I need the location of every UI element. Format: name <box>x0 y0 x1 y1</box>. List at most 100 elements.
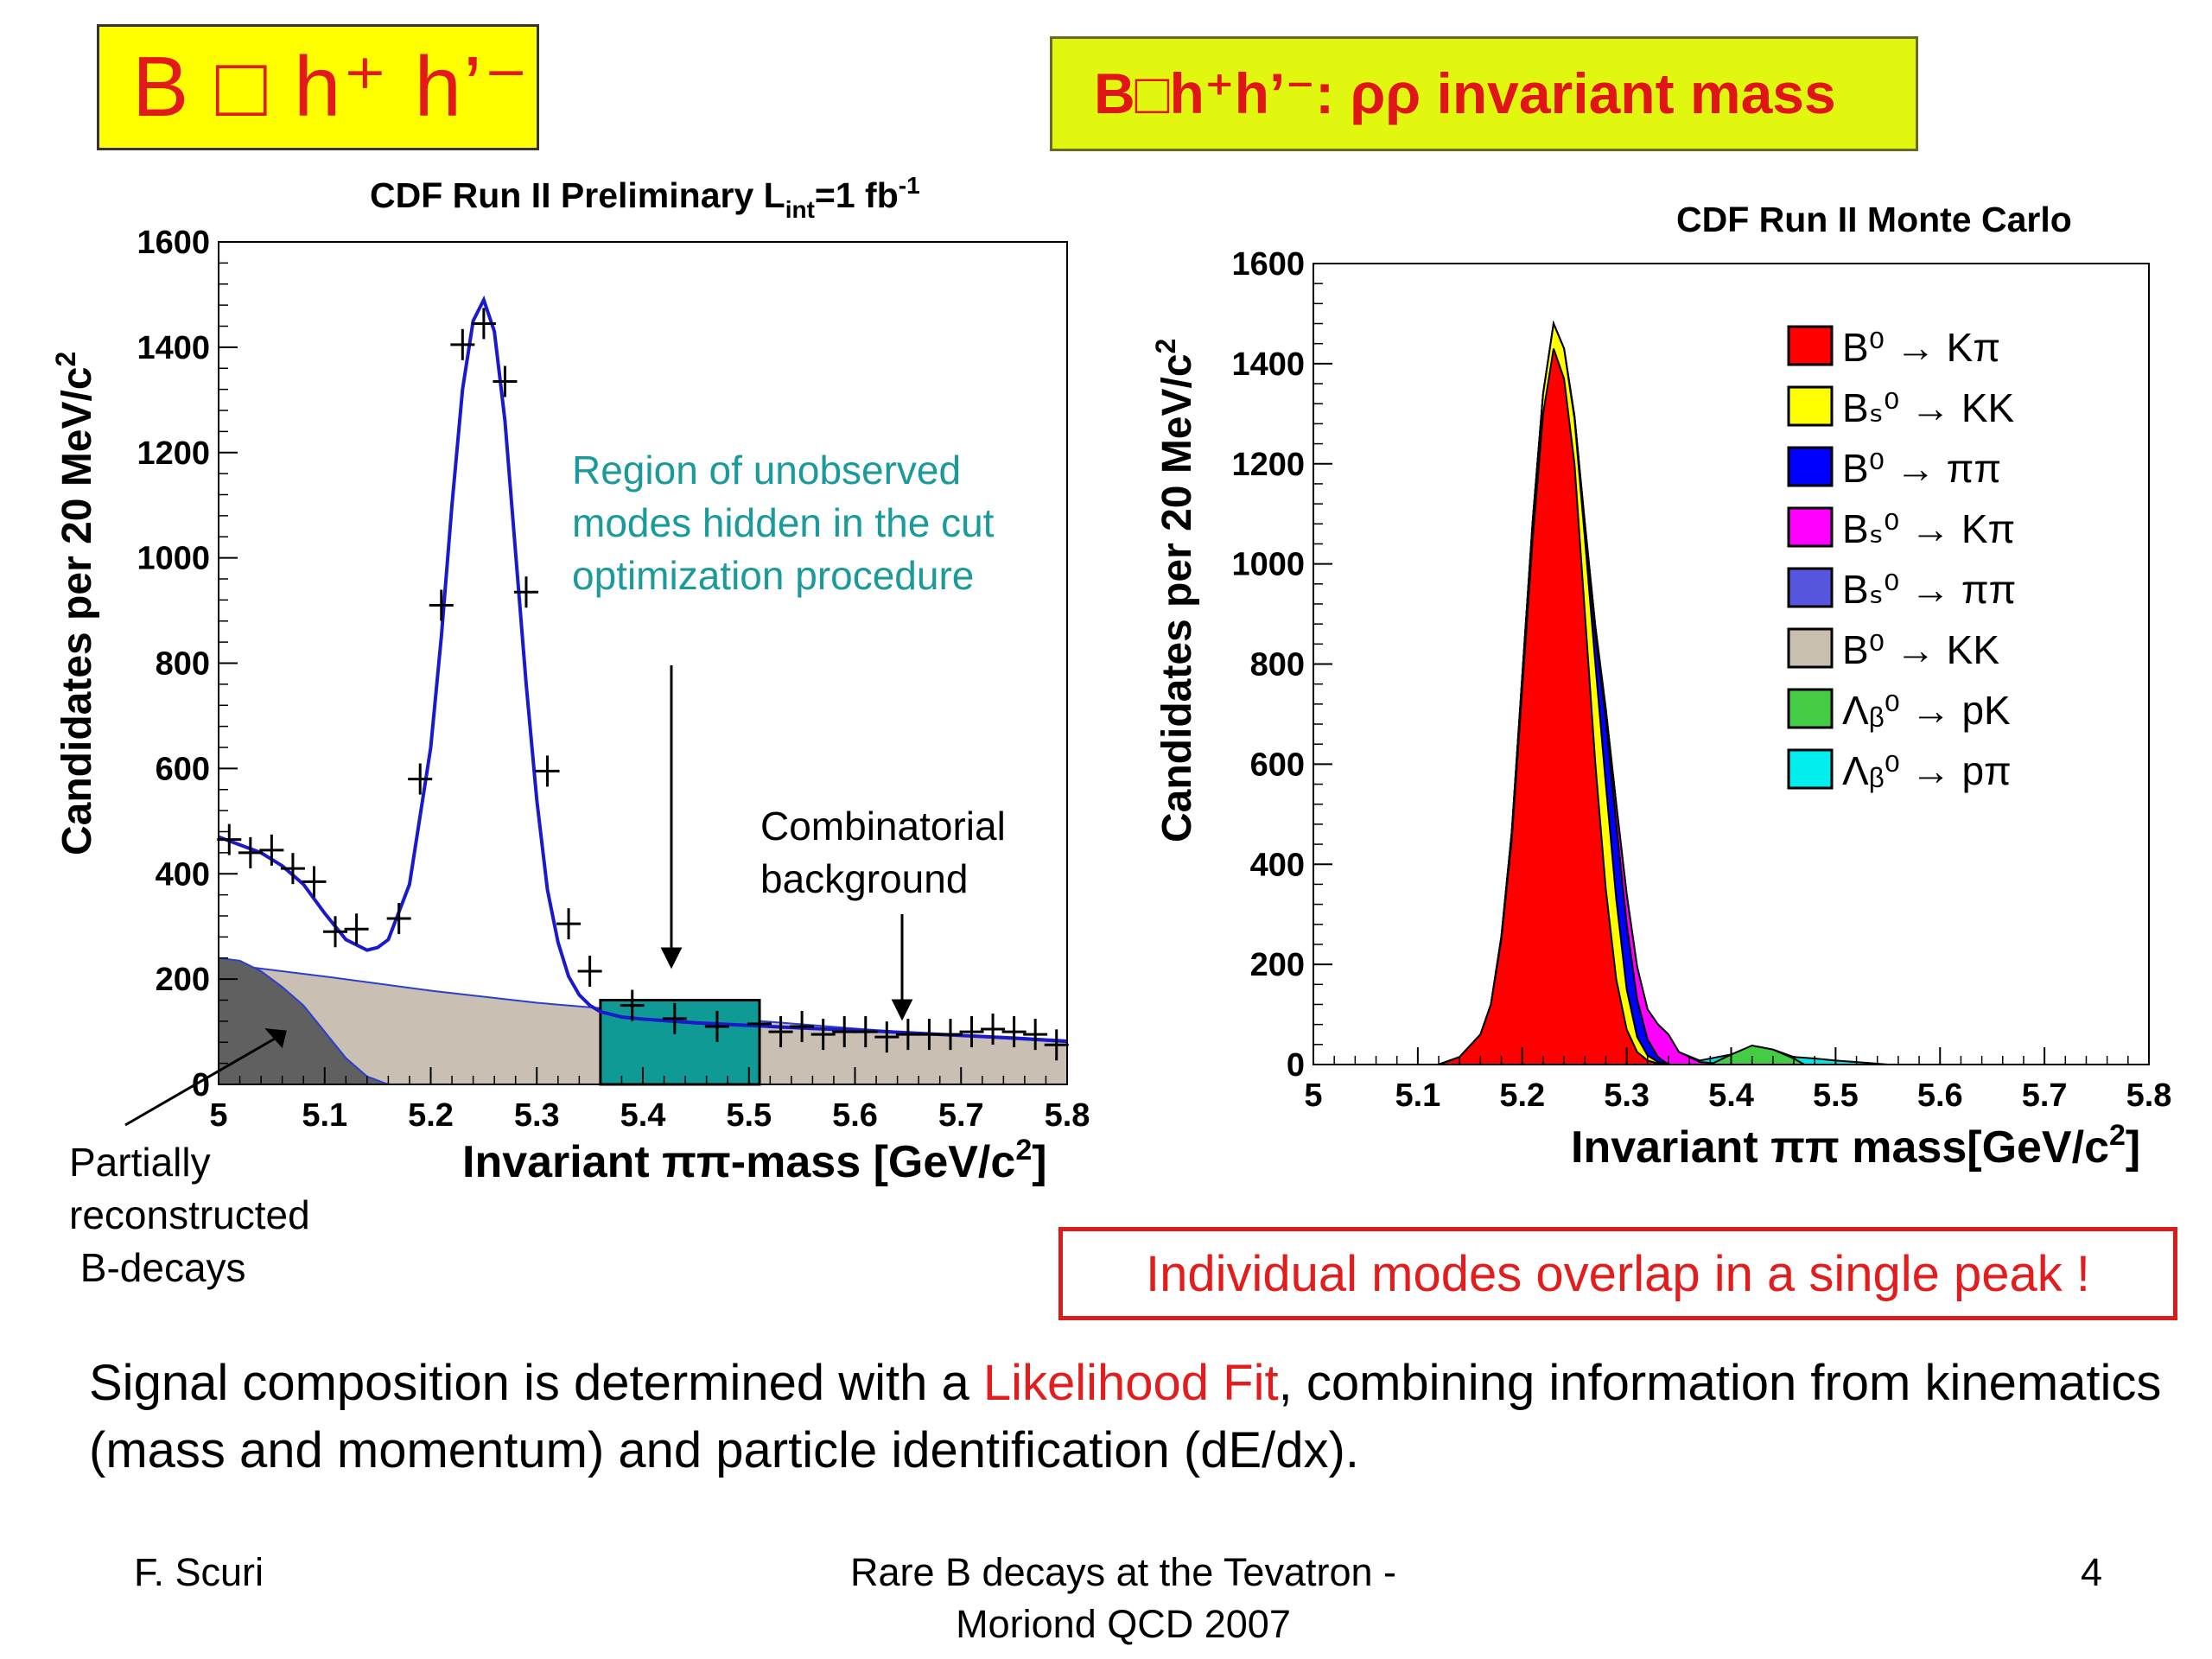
data-point <box>1001 1016 1027 1048</box>
data-point <box>577 955 602 987</box>
data-point <box>853 1016 878 1048</box>
right-plot-frame <box>1313 263 2150 1065</box>
right-chart: CDF Run II Monte Carlo Candidates per 20… <box>1150 200 2171 1173</box>
data-point <box>450 328 475 360</box>
left-x-tick-label: 5.4 <box>620 1097 666 1134</box>
data-point <box>259 834 284 866</box>
data-point <box>704 1010 729 1042</box>
summary-paragraph: Signal composition is determined with a … <box>89 1350 2180 1484</box>
right-x-tick-label: 5.8 <box>2126 1077 2172 1114</box>
data-point <box>493 365 518 397</box>
fit-curve <box>218 295 1068 1044</box>
data-point <box>747 1007 772 1039</box>
data-point <box>832 1016 857 1048</box>
left-y-axis-label: Candidates per 20 MeV/c2 <box>50 352 100 855</box>
partial-annotation: Partially reconstructed B-decays <box>69 1140 310 1290</box>
data-point <box>938 1019 963 1051</box>
right-plot-area: 5 5.1 5.2 5.3 5.4 5.5 5.6 5.7 5.8 0 200 400 600 800 10… <box>1231 246 2171 1114</box>
data-point <box>535 755 560 787</box>
left-y-tick-label: 1200 <box>137 435 210 472</box>
legend-entry: Bₛ⁰ → ππ <box>1787 567 2016 612</box>
right-x-tick-label: 5.3 <box>1604 1077 1649 1114</box>
legend-label: Λᵦ⁰ → pπ <box>1842 748 2012 793</box>
legend-swatch <box>1787 688 1834 729</box>
right-x-tick-label: 5.2 <box>1499 1077 1545 1114</box>
legend-swatch <box>1787 446 1834 487</box>
legend-label: B⁰ → KK <box>1842 627 1999 672</box>
footer-author: F. Scuri <box>134 1550 264 1594</box>
left-y-tick-label: 1400 <box>137 330 210 366</box>
data-point <box>620 989 645 1021</box>
legend-swatch <box>1787 325 1834 366</box>
data-point <box>323 916 348 948</box>
right-y-tick-label: 600 <box>1250 747 1305 783</box>
data-point <box>238 836 263 868</box>
legend-swatch <box>1787 385 1834 427</box>
legend-label: B⁰ → Kπ <box>1842 325 2000 370</box>
left-y-tick-label: 0 <box>192 1067 210 1103</box>
left-x-tick-label: 5.6 <box>832 1097 878 1134</box>
legend-entry: B⁰ → ππ <box>1787 446 2001 491</box>
data-point <box>556 908 582 940</box>
legend-swatch <box>1787 627 1834 669</box>
callout-box: Individual modes overlap in a single pea… <box>1058 1227 2177 1320</box>
data-point <box>471 308 496 340</box>
right-x-tick-label: 5.6 <box>1917 1077 1963 1114</box>
summary-highlight: Likelihood Fit <box>982 1355 1279 1411</box>
right-y-tick-label: 1000 <box>1231 547 1305 583</box>
legend-entry: Λᵦ⁰ → pK <box>1787 688 2011 733</box>
hidden-region-box <box>599 999 761 1086</box>
left-y-tick-label: 1600 <box>137 225 210 261</box>
footer-center-line1: Rare B decays at the Tevatron - <box>850 1550 1396 1594</box>
right-y-tick-label: 1600 <box>1231 246 1305 283</box>
left-y-tick-label: 600 <box>156 751 210 787</box>
data-point <box>959 1016 984 1048</box>
right-x-tick-label: 5 <box>1304 1077 1322 1114</box>
left-x-tick-label: 5.3 <box>514 1097 560 1134</box>
callout-text: Individual modes overlap in a single pea… <box>1146 1245 2090 1302</box>
left-x-tick-label: 5.1 <box>302 1097 347 1134</box>
data-point <box>981 1014 1006 1046</box>
partially-reconstructed-area <box>218 957 389 1085</box>
data-point <box>302 866 327 898</box>
right-x-tick-label: 5.4 <box>1708 1077 1754 1114</box>
data-point <box>895 1019 920 1051</box>
right-y-axis-label: Candidates per 20 MeV/c2 <box>1150 339 1200 842</box>
data-point <box>513 576 538 608</box>
legend-label: B⁰ → ππ <box>1842 446 2001 491</box>
left-x-tick-label: 5.5 <box>726 1097 772 1134</box>
legend-label: Bₛ⁰ → ππ <box>1842 567 2016 612</box>
left-x-tick-label: 5.8 <box>1045 1097 1090 1134</box>
legend-label: Bₛ⁰ → KK <box>1842 385 2015 430</box>
data-point <box>790 1010 815 1042</box>
data-point <box>408 763 433 795</box>
legend-swatch <box>1787 506 1834 548</box>
left-plot-frame <box>218 241 1068 1085</box>
legend-label: Bₛ⁰ → Kπ <box>1842 506 2015 551</box>
data-point <box>386 903 411 935</box>
right-y-tick-label: 1200 <box>1231 447 1305 483</box>
footer-center: Rare B decays at the Tevatron - Moriond … <box>795 1547 1452 1650</box>
left-x-axis-label: Invariant ππ-mass [GeV/c2] <box>462 1134 1047 1187</box>
data-point <box>280 853 305 885</box>
data-point <box>217 823 242 855</box>
page-number: 4 <box>2081 1550 2103 1594</box>
combinatorial-annotation: Combinatorial background <box>760 804 1017 901</box>
legend-entry: B⁰ → KK <box>1787 627 1999 672</box>
data-point <box>768 1016 793 1048</box>
legend-entry: B⁰ → Kπ <box>1787 325 2000 370</box>
data-point <box>344 913 369 945</box>
region-annotation: Region of unobserved modes hidden in the… <box>572 448 1005 598</box>
left-x-tick-label: 5.2 <box>408 1097 454 1134</box>
summary-text-b: , combining information from kinematics … <box>89 1355 2162 1478</box>
summary-text-a: Signal composition is determined with a <box>89 1355 983 1411</box>
right-title-text: B□h⁺h’⁻: ρρ invariant mass <box>1094 61 1836 125</box>
left-plot-area: 5 5.1 5.2 5.3 5.4 5.5 5.6 5.7 5.8 0 200 400 600 800 10… <box>137 225 1090 1134</box>
right-y-tick-label: 1400 <box>1231 346 1305 383</box>
right-legend: B⁰ → Kπ Bₛ⁰ → KK B⁰ → ππ Bₛ⁰ → Kπ Bₛ⁰ → ππ B⁰… <box>1787 325 2016 793</box>
left-x-tick-label: 5 <box>209 1097 227 1134</box>
right-y-tick-label: 400 <box>1250 847 1305 883</box>
right-x-tick-label: 5.5 <box>1813 1077 1859 1114</box>
right-chart-title: CDF Run II Monte Carlo <box>1676 200 2072 239</box>
data-point <box>810 1019 836 1051</box>
